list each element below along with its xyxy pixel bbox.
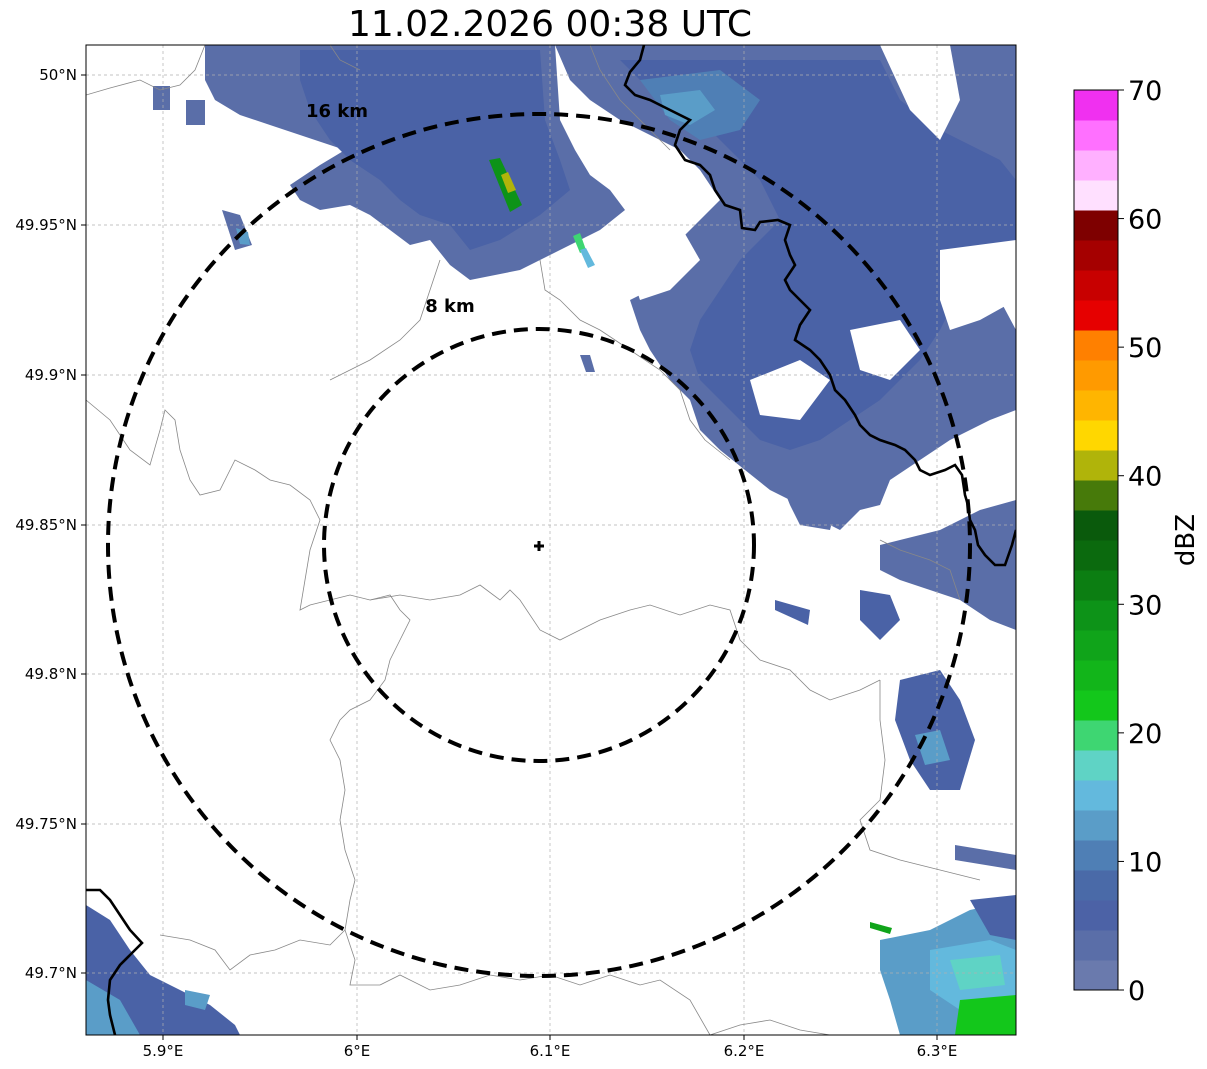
echo-cell-cyan-2 [580,248,595,268]
map-frame [85,44,1017,1036]
lat-tick-label: 49.95°N [15,216,77,234]
range-rings [106,112,972,978]
range-ring-8km [322,327,756,763]
lon-tick-label: 6.3°E [917,1042,958,1060]
echo-region-small-2 [780,470,840,530]
lat-tick-label: 49.9°N [25,366,77,384]
echo-region-southwest-2 [185,990,210,1010]
radar-site-marker [534,541,544,551]
echo-region-southeast-4 [950,955,1005,990]
echo-cell-4 [580,355,595,372]
echo-cell-1 [153,86,170,110]
national-borders [86,45,1016,1035]
lon-axis: 5.9°E 6°E 6.1°E 6.2°E 6.3°E [143,1035,958,1060]
echo-region-east [880,500,1016,630]
echo-region-east-strip [955,845,1016,870]
echo-region-light-2 [660,90,715,125]
echo-region-southeast-5 [955,995,1016,1035]
lat-axis: 50°N 49.95°N 49.9°N 49.85°N 49.8°N 49.75… [15,66,86,982]
echo-gap-2 [940,240,1016,330]
echo-gap-5 [850,320,920,380]
echo-gap [880,45,960,140]
lon-tick-label: 6.1°E [530,1042,571,1060]
echo-cell-2 [186,100,205,125]
lat-tick-label: 49.8°N [25,665,77,683]
echo-region-southeast-2 [970,895,1016,940]
reflectivity-field [86,45,1016,1035]
lat-tick-label: 49.75°N [15,815,77,833]
echo-region-southeast-6 [870,922,892,934]
lon-tick-label: 6°E [344,1042,371,1060]
echo-gap-4 [630,225,700,300]
lat-tick-label: 49.85°N [15,516,77,534]
lon-tick-label: 5.9°E [143,1042,184,1060]
echo-region-southwest-light [86,980,140,1035]
echo-region-north-core [300,50,570,250]
range-ring-label-16km: 16 km [306,101,368,122]
admin-boundaries [86,45,981,1035]
echo-cell-yellow [501,172,516,193]
echo-region-small [775,600,810,625]
lat-tick-label: 49.7°N [25,964,77,982]
echo-cell-3-light [236,228,250,245]
echo-region-east-2 [860,590,900,640]
chart-title: 11.02.2026 00:38 UTC [347,4,753,45]
echo-region-east-3 [895,670,975,790]
lat-tick-label: 50°N [39,66,77,84]
range-ring-label-8km: 8 km [425,296,475,317]
lon-tick-label: 6.2°E [724,1042,765,1060]
echo-cell-cyan [573,233,586,253]
range-ring-16km [106,112,972,978]
